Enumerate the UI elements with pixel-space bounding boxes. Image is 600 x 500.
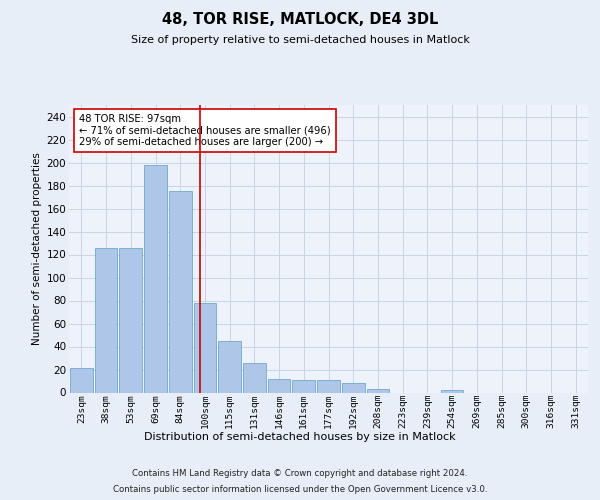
Bar	[268, 378, 290, 392]
Text: Contains public sector information licensed under the Open Government Licence v3: Contains public sector information licen…	[113, 485, 487, 494]
Bar	[70, 368, 93, 392]
Y-axis label: Number of semi-detached properties: Number of semi-detached properties	[32, 152, 43, 345]
Text: Size of property relative to semi-detached houses in Matlock: Size of property relative to semi-detach…	[131, 35, 469, 45]
Bar	[218, 341, 241, 392]
Bar	[292, 380, 315, 392]
Bar	[169, 192, 191, 392]
Text: 48 TOR RISE: 97sqm
← 71% of semi-detached houses are smaller (496)
29% of semi-d: 48 TOR RISE: 97sqm ← 71% of semi-detache…	[79, 114, 331, 147]
Bar	[342, 384, 365, 392]
Text: Distribution of semi-detached houses by size in Matlock: Distribution of semi-detached houses by …	[144, 432, 456, 442]
Bar	[441, 390, 463, 392]
Bar	[119, 248, 142, 392]
Text: Contains HM Land Registry data © Crown copyright and database right 2024.: Contains HM Land Registry data © Crown c…	[132, 469, 468, 478]
Bar	[367, 389, 389, 392]
Text: 48, TOR RISE, MATLOCK, DE4 3DL: 48, TOR RISE, MATLOCK, DE4 3DL	[162, 12, 438, 28]
Bar	[317, 380, 340, 392]
Bar	[194, 303, 216, 392]
Bar	[243, 362, 266, 392]
Bar	[144, 165, 167, 392]
Bar	[95, 248, 118, 392]
